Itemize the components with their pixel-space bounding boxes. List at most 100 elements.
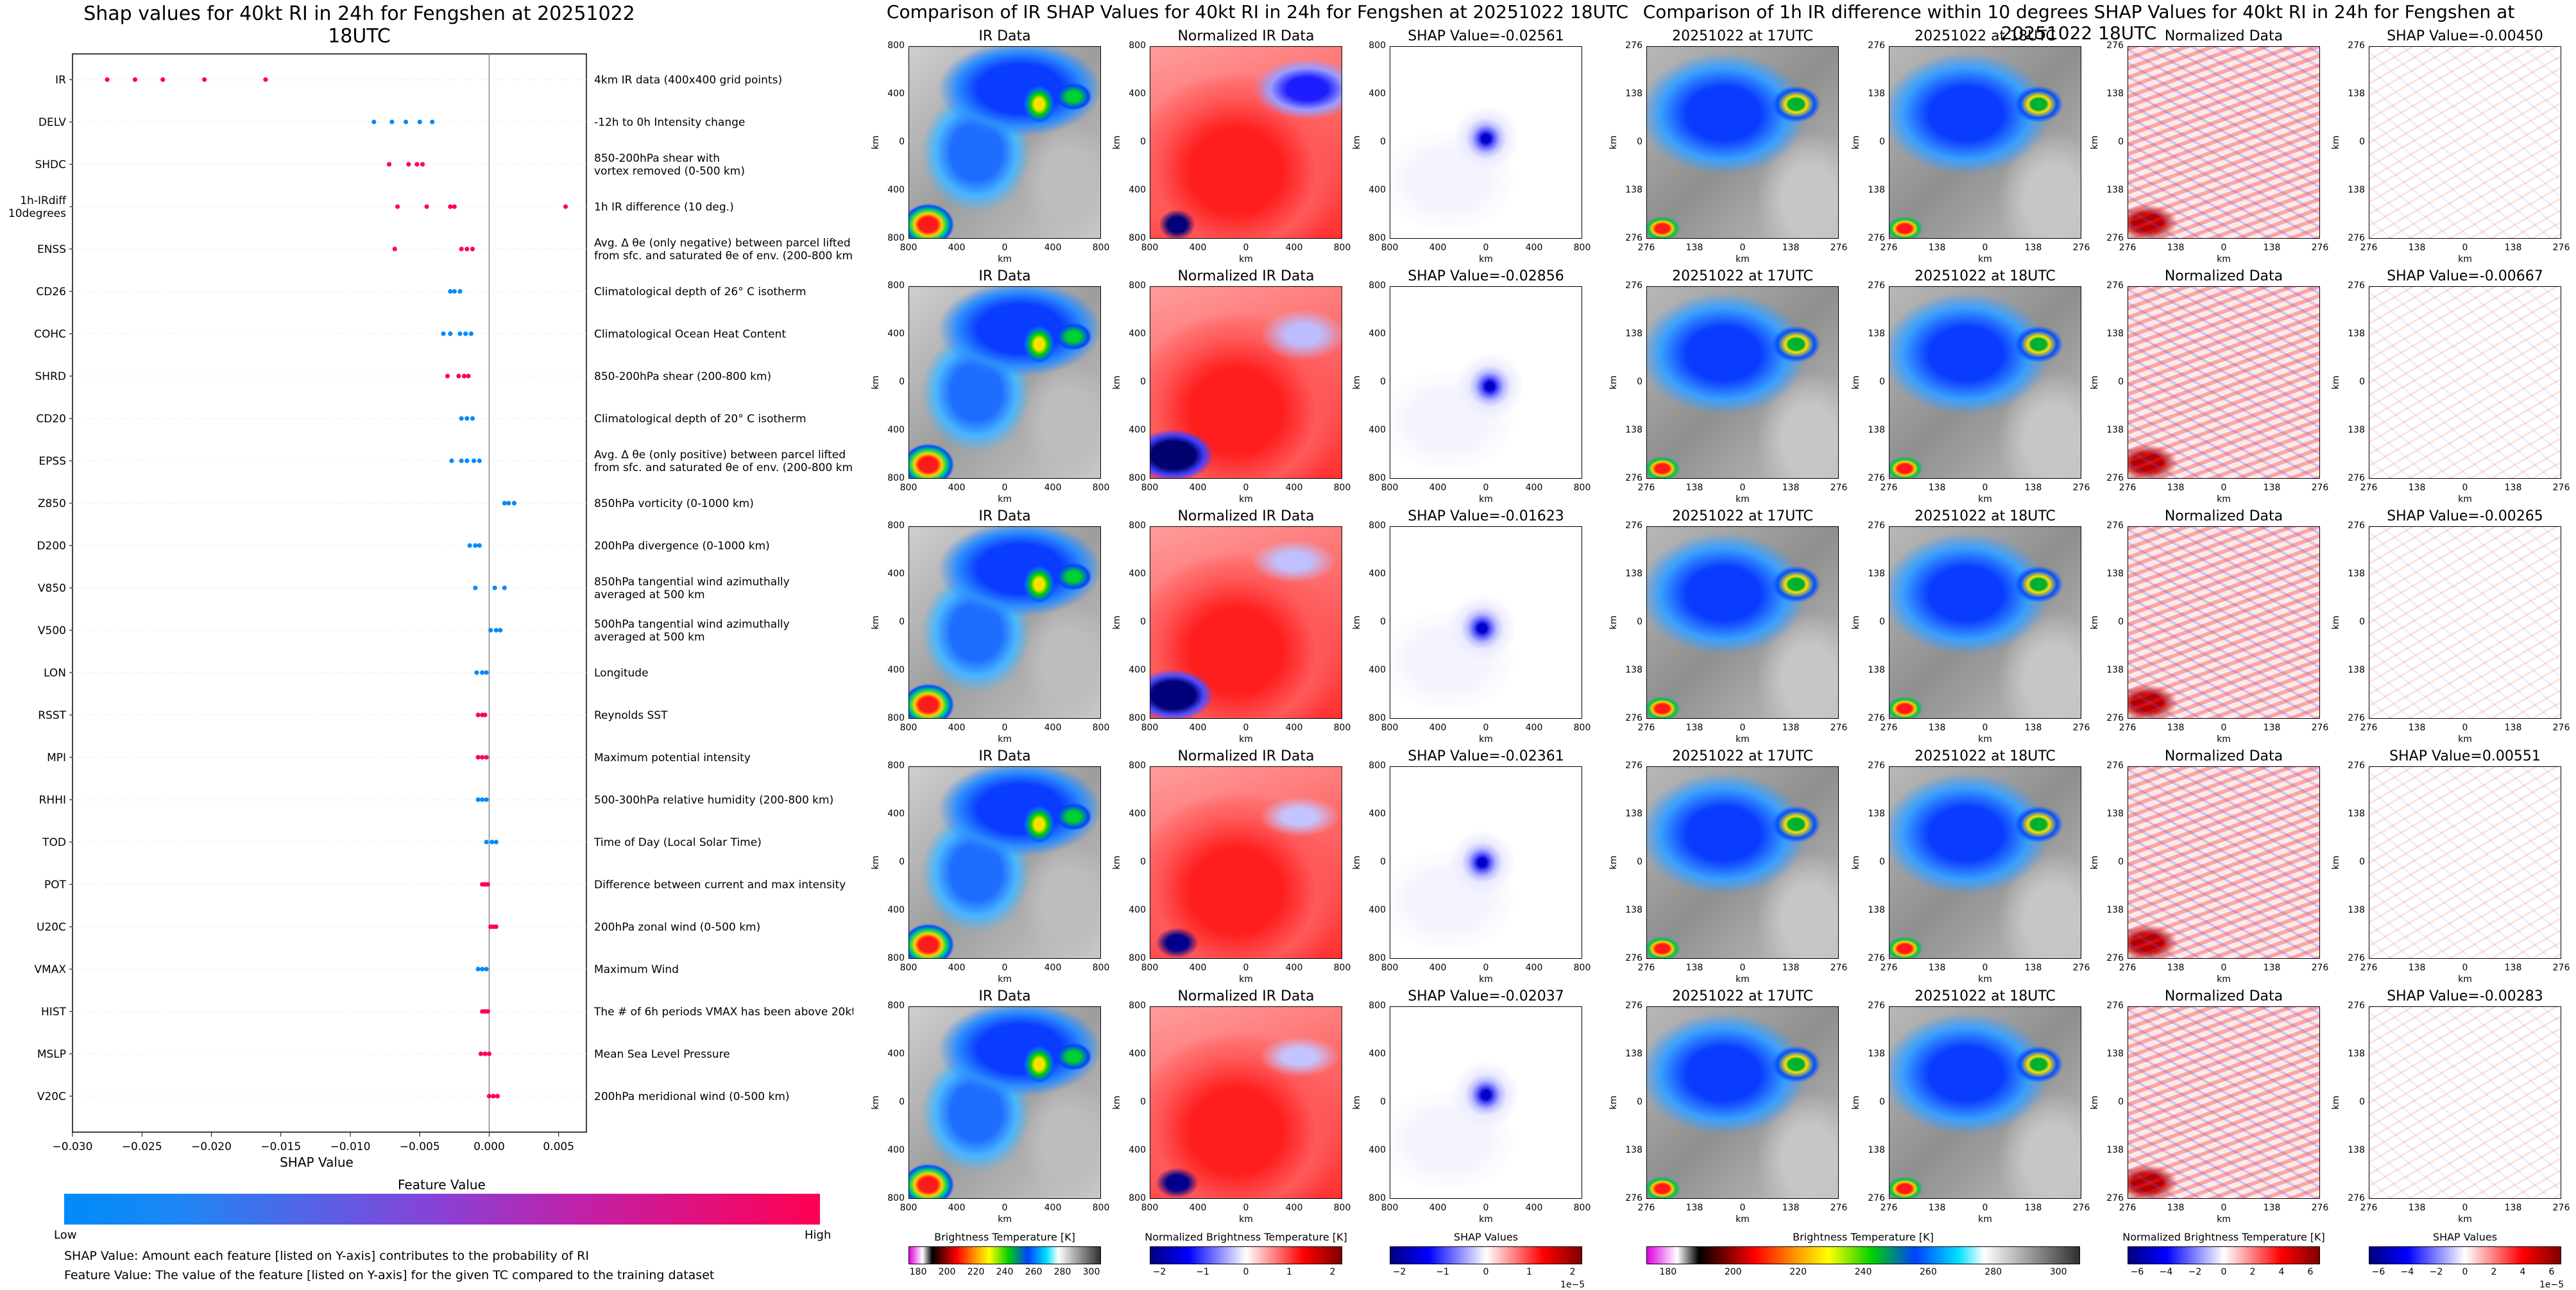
y-tick-label: 138 — [2348, 329, 2365, 339]
x-tick-label: 138 — [1928, 483, 1946, 493]
y-tick-label: 800 — [1369, 713, 1386, 723]
y-tick-label: 0 — [1140, 377, 1146, 387]
x-axis-label: km — [1736, 734, 1750, 744]
x-tick-label: 0 — [2462, 483, 2468, 493]
panel-title: 20251022 at 18UTC — [1915, 268, 2056, 284]
y-tick-label: 800 — [1129, 520, 1146, 531]
x-tick-label: 0 — [1739, 963, 1746, 973]
x-tick-label: 138 — [1685, 723, 1703, 733]
panel-title: Normalized IR Data — [1177, 748, 1315, 764]
x-tick-label: 276 — [1637, 963, 1655, 973]
panel-title: 20251022 at 18UTC — [1915, 508, 2056, 524]
feature-name-label: IR — [55, 74, 66, 87]
y-tick-label: 400 — [887, 1049, 905, 1059]
panel-title: 20251022 at 18UTC — [1915, 28, 2056, 44]
y-tick-label: 0 — [1637, 857, 1642, 867]
x-tick-label: 138 — [2167, 723, 2185, 733]
x-axis-label: km — [1479, 734, 1493, 744]
y-tick-label: 276 — [2348, 520, 2365, 531]
panel-title: Normalized Data — [2164, 508, 2283, 524]
panel-title: Normalized Data — [2164, 28, 2283, 44]
ir-18utc-panel — [1889, 526, 2081, 719]
y-tick-label: 138 — [2348, 809, 2365, 819]
shap-summary-plot: IR 4km IR data (400x400 grid points) DELV -… — [8, 53, 853, 1168]
feature-name-label: 1h-IRdiff 10degrees — [8, 194, 67, 220]
ir-17utc-panel — [1646, 46, 1839, 239]
shap-point — [406, 162, 411, 167]
panel-title: Normalized IR Data — [1177, 988, 1315, 1004]
shap-point — [449, 458, 454, 463]
x-tick-label: −0.020 — [191, 1140, 232, 1153]
x-tick-label: 800 — [1092, 243, 1110, 253]
y-tick-label: 138 — [1625, 905, 1642, 915]
x-tick-label: 276 — [2072, 483, 2090, 493]
shap-point — [448, 204, 453, 209]
shap-point — [484, 670, 489, 675]
y-tick-label: 138 — [1625, 1049, 1642, 1059]
y-tick-label: 138 — [2106, 569, 2124, 579]
x-tick-label: 276 — [2072, 1203, 2090, 1213]
x-tick-label: 276 — [2072, 243, 2090, 253]
y-tick-label: 138 — [1625, 329, 1642, 339]
shap-point — [478, 1051, 484, 1056]
x-tick-label: 138 — [1782, 963, 1800, 973]
y-tick-label: 400 — [1369, 809, 1386, 819]
shap-point — [424, 204, 429, 209]
ir-data-panel — [908, 46, 1101, 239]
shap-point — [491, 1094, 496, 1099]
x-tick-label: 400 — [948, 483, 966, 493]
x-axis-label: km — [1239, 734, 1253, 744]
feature-name-label: HIST — [41, 1006, 67, 1019]
panel-title: SHAP Value=-0.02037 — [1408, 988, 1564, 1004]
y-axis-label: km — [2089, 135, 2100, 150]
x-tick-label: 138 — [2024, 963, 2042, 973]
y-tick-label: 276 — [2106, 761, 2124, 771]
y-axis-label: km — [1608, 1096, 1619, 1110]
x-tick-label: 0.005 — [543, 1140, 574, 1153]
x-axis-label: km — [2217, 974, 2231, 985]
colorbar-tick-label: −4 — [2159, 1267, 2173, 1277]
y-tick-label: 800 — [1129, 953, 1146, 963]
y-tick-label: 400 — [887, 185, 905, 195]
x-tick-label: 0 — [1483, 723, 1489, 733]
x-tick-label: 800 — [1381, 1203, 1399, 1213]
x-tick-label: 276 — [2552, 963, 2570, 973]
y-tick-label: 800 — [1129, 1001, 1146, 1011]
y-tick-label: 0 — [2359, 377, 2365, 387]
feature-name-label: V500 — [38, 624, 66, 637]
shap-point — [463, 331, 468, 336]
y-axis-label: km — [2330, 135, 2341, 150]
shap-point — [461, 374, 467, 379]
shap-point — [472, 458, 477, 463]
colorbar-tick-label: 2 — [1569, 1267, 1576, 1277]
y-tick-label: 0 — [2118, 857, 2124, 867]
x-tick-label: 400 — [948, 1203, 966, 1213]
x-axis-label: km — [998, 254, 1012, 264]
x-tick-label: 276 — [1637, 483, 1655, 493]
x-tick-label: 800 — [1573, 243, 1591, 253]
shap-point — [493, 924, 499, 929]
x-tick-label: 138 — [1782, 723, 1800, 733]
shap-point — [202, 77, 207, 82]
x-tick-label: 276 — [2552, 723, 2570, 733]
y-tick-label: 0 — [899, 617, 905, 627]
y-tick-label: 138 — [1868, 569, 1885, 579]
feature-name-label: MPI — [47, 752, 66, 764]
x-tick-label: 276 — [1637, 243, 1655, 253]
colorbar-exponent: 1e−5 — [2539, 1280, 2564, 1290]
x-tick-label: 138 — [1685, 483, 1703, 493]
x-tick-label: 400 — [1044, 243, 1062, 253]
x-tick-label: 276 — [2119, 1203, 2137, 1213]
shap-summary-title: Shap values for 40kt RI in 24h for Fengs… — [83, 3, 635, 47]
ir-comparison-title: Comparison of IR SHAP Values for 40kt RI… — [886, 1, 1629, 22]
y-axis-label: km — [2089, 615, 2100, 630]
y-tick-label: 276 — [1868, 761, 1885, 771]
y-tick-label: 400 — [1369, 89, 1386, 99]
feature-description-label: Climatological depth of 26° C isotherm — [594, 286, 806, 298]
panel-title: IR Data — [978, 988, 1031, 1004]
x-tick-label: 800 — [1333, 243, 1351, 253]
shap-point — [263, 77, 268, 82]
y-tick-label: 138 — [2106, 89, 2124, 99]
x-tick-label: 800 — [1381, 723, 1399, 733]
x-tick-label: −0.015 — [260, 1140, 301, 1153]
